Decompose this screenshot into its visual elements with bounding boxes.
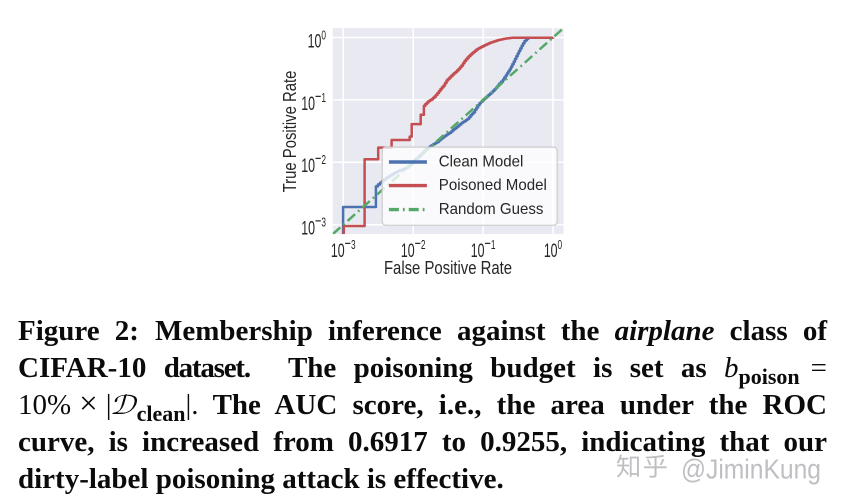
svg-text:100: 100 bbox=[308, 29, 326, 52]
svg-text:Poisoned Model: Poisoned Model bbox=[439, 177, 547, 194]
svg-text:10−3: 10−3 bbox=[301, 212, 326, 239]
svg-text:10−2: 10−2 bbox=[301, 150, 326, 177]
svg-text:100: 100 bbox=[544, 238, 562, 261]
svg-text:Clean Model: Clean Model bbox=[439, 153, 524, 170]
svg-text:True Positive Rate: True Positive Rate bbox=[280, 71, 301, 193]
svg-text:10−1: 10−1 bbox=[301, 88, 326, 115]
svg-text:Random Guess: Random Guess bbox=[439, 201, 544, 218]
svg-text:@JiminKung: @JiminKung bbox=[681, 453, 821, 485]
svg-text:False Positive Rate: False Positive Rate bbox=[384, 257, 512, 278]
svg-text:10−3: 10−3 bbox=[331, 235, 356, 262]
